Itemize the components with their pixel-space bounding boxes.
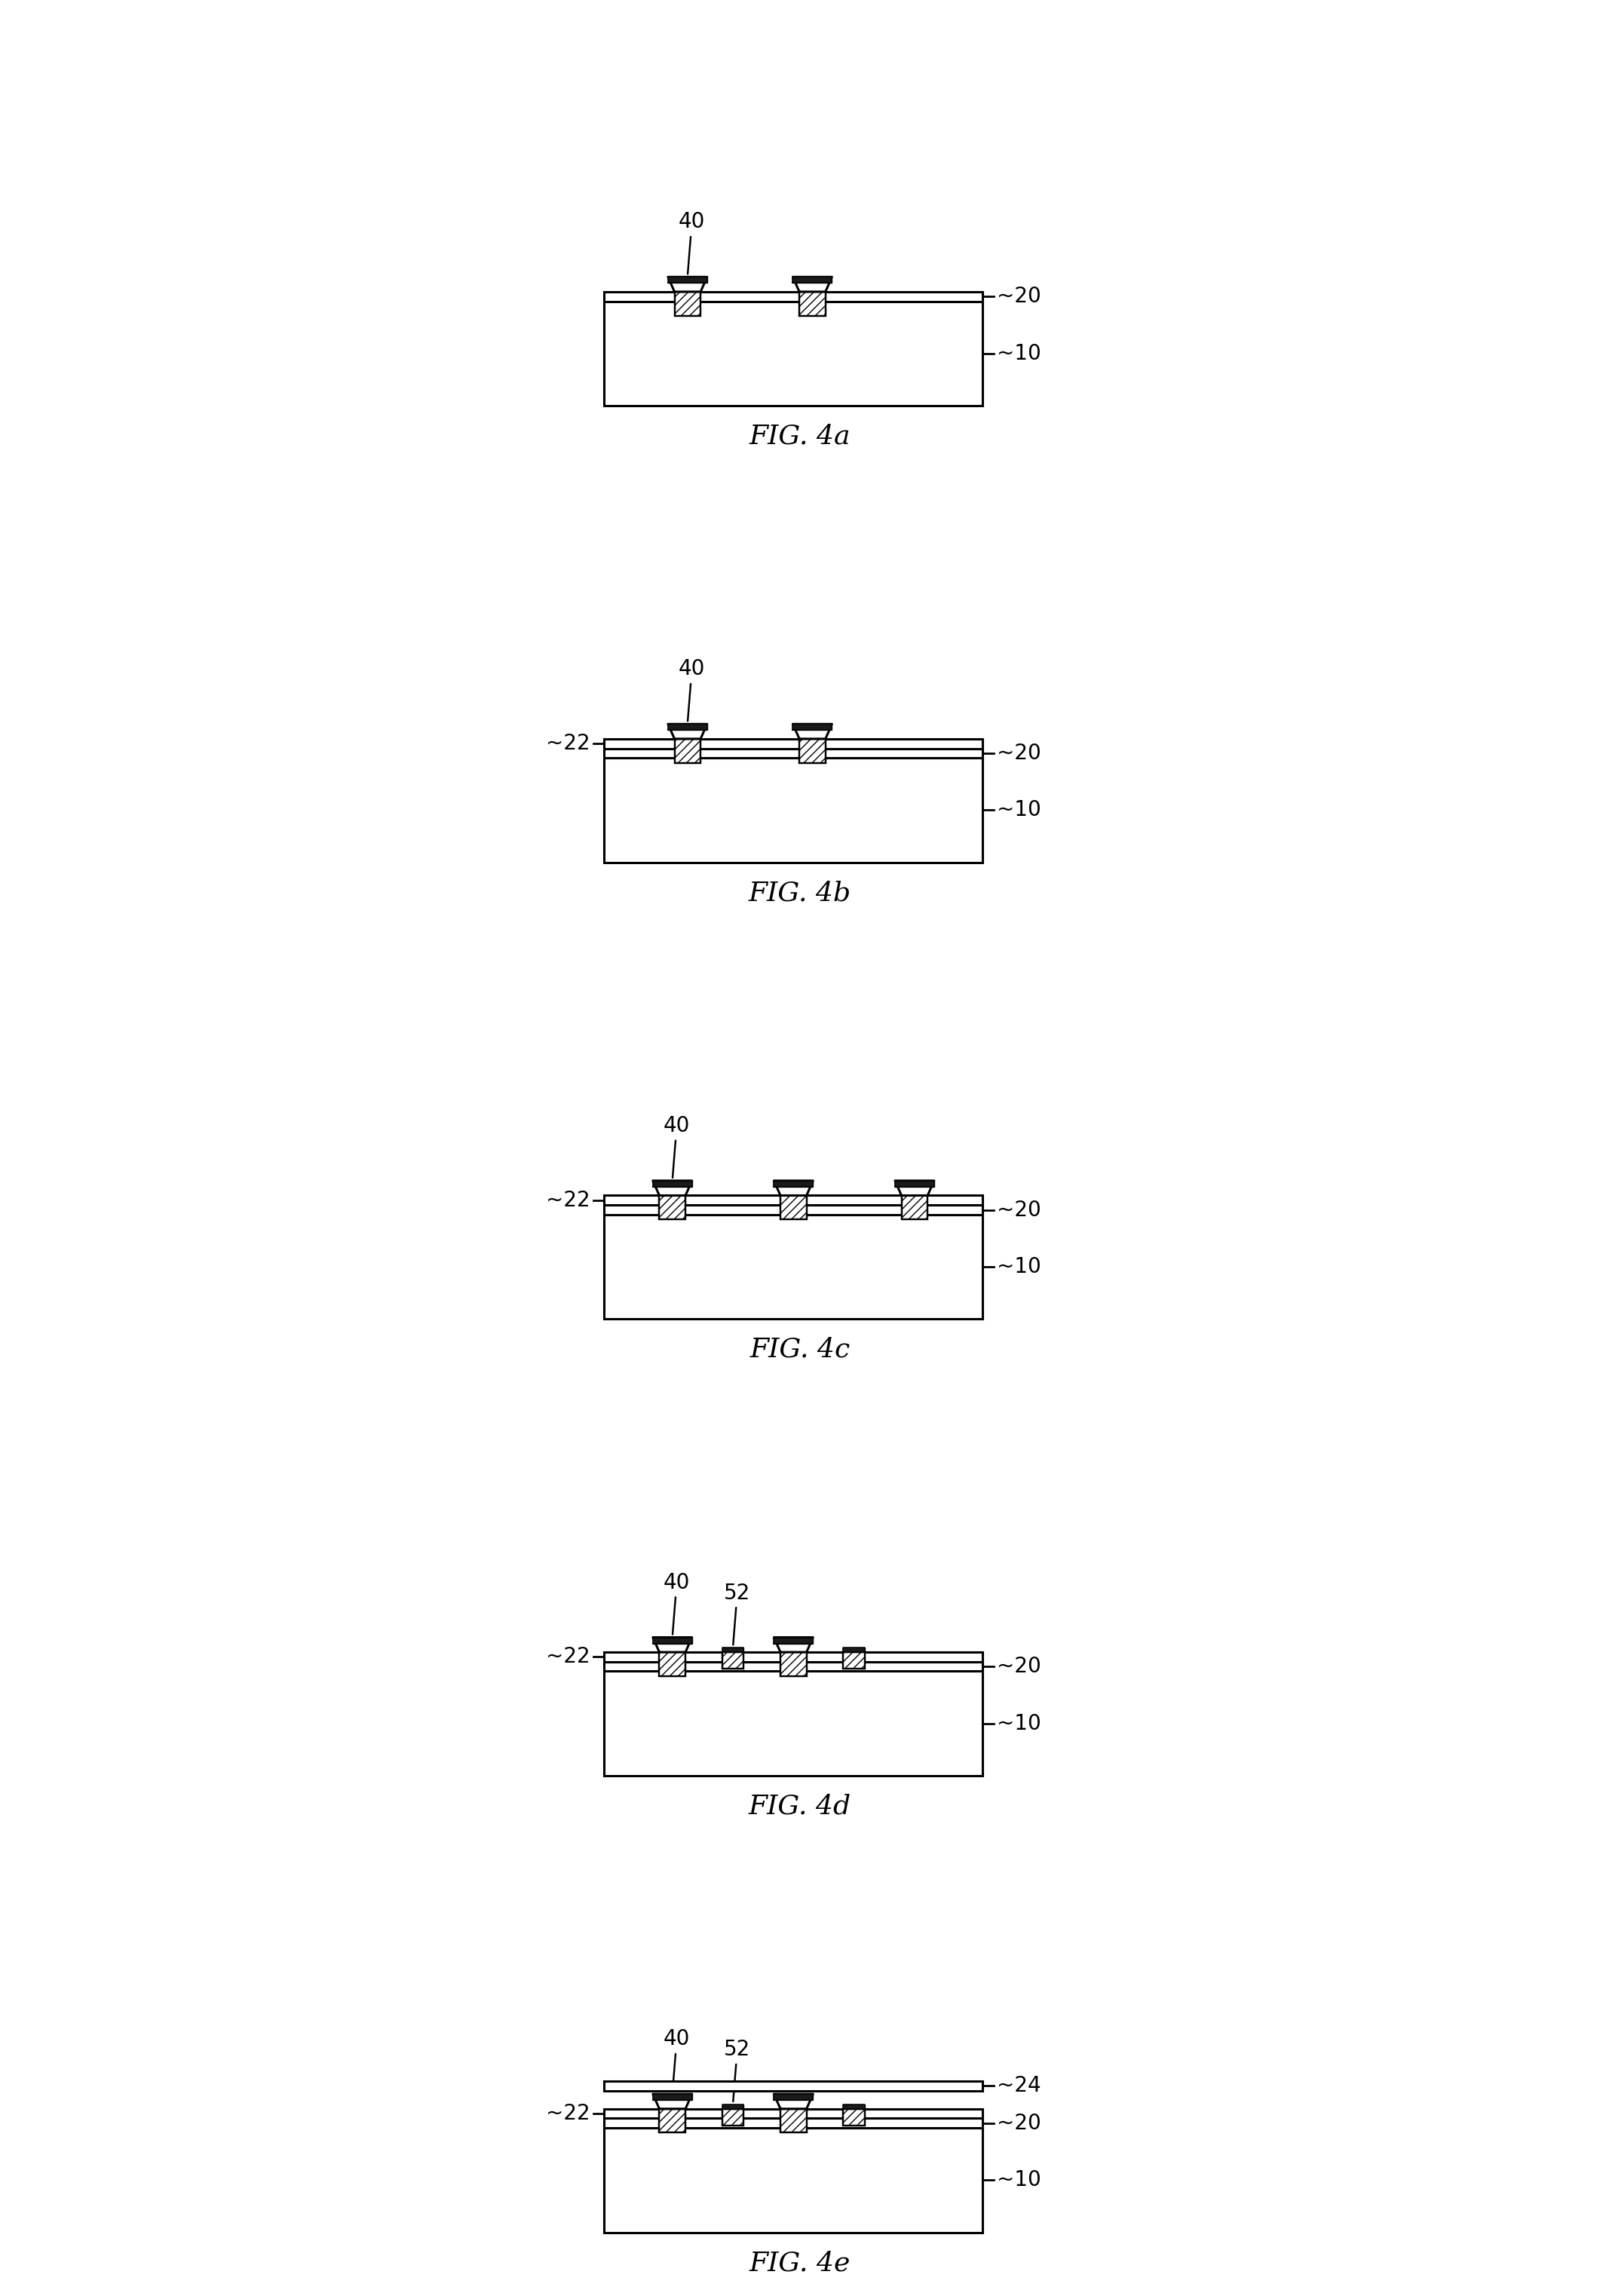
Text: ~22: ~22 (546, 2103, 590, 2124)
Text: FIG. 4b: FIG. 4b (749, 879, 851, 907)
Bar (675, 739, 701, 762)
Text: 40: 40 (678, 211, 706, 273)
Bar (781, 1196, 806, 1219)
Bar (781, 1653, 806, 1676)
Bar (605, 292, 982, 301)
Bar (781, 2108, 806, 2133)
Text: ~20: ~20 (997, 742, 1042, 765)
Polygon shape (774, 1637, 813, 1653)
Polygon shape (722, 1649, 744, 1653)
Polygon shape (653, 2094, 691, 2101)
Text: FIG. 4a: FIG. 4a (749, 422, 851, 450)
Polygon shape (667, 723, 707, 730)
Text: 40: 40 (664, 2030, 690, 2092)
Polygon shape (774, 1180, 813, 1187)
Text: FIG. 4c: FIG. 4c (750, 1336, 850, 1362)
Text: ~10: ~10 (997, 1256, 1042, 1277)
Text: ~22: ~22 (546, 1189, 590, 1210)
Bar (605, 1671, 982, 1775)
Text: 40: 40 (664, 1116, 690, 1178)
Text: ~10: ~10 (997, 799, 1042, 820)
Bar (605, 1653, 982, 1662)
Polygon shape (653, 1180, 691, 1187)
Bar (659, 1653, 685, 1676)
Bar (800, 739, 826, 762)
Text: 52: 52 (723, 2039, 750, 2101)
Bar (605, 2080, 982, 2092)
Polygon shape (667, 278, 707, 282)
Text: ~10: ~10 (997, 2170, 1042, 2190)
Polygon shape (774, 1637, 813, 1644)
Text: ~20: ~20 (997, 287, 1042, 308)
Bar (605, 2119, 982, 2128)
Polygon shape (794, 278, 832, 282)
Bar (605, 1196, 982, 1205)
Bar (605, 758, 982, 863)
Text: 40: 40 (678, 659, 706, 721)
Bar (605, 748, 982, 758)
Text: ~22: ~22 (546, 1646, 590, 1667)
Text: FIG. 4d: FIG. 4d (749, 1793, 851, 1818)
Polygon shape (794, 723, 832, 730)
Text: ~20: ~20 (997, 1655, 1042, 1676)
Text: ~20: ~20 (997, 1199, 1042, 1221)
Text: ~10: ~10 (997, 1713, 1042, 1733)
Bar (843, 1653, 866, 1669)
Polygon shape (843, 1649, 866, 1653)
Bar (901, 1196, 928, 1219)
Polygon shape (653, 1180, 691, 1196)
Polygon shape (653, 1637, 691, 1644)
Bar (605, 739, 982, 748)
Text: ~20: ~20 (997, 2112, 1042, 2133)
Bar (722, 2108, 744, 2126)
Bar (605, 2128, 982, 2232)
Text: ~24: ~24 (997, 2076, 1042, 2096)
Polygon shape (774, 2094, 813, 2101)
Polygon shape (774, 1180, 813, 1196)
Bar (675, 292, 701, 315)
Polygon shape (894, 1180, 934, 1196)
Polygon shape (794, 278, 832, 292)
Text: 52: 52 (723, 1582, 750, 1644)
Polygon shape (794, 723, 832, 739)
Bar (605, 1205, 982, 1215)
Polygon shape (667, 723, 707, 739)
Text: FIG. 4e: FIG. 4e (749, 2250, 851, 2275)
Bar (605, 301, 982, 406)
Polygon shape (722, 2105, 744, 2108)
Text: 40: 40 (664, 1573, 690, 1635)
Polygon shape (843, 2105, 866, 2108)
Polygon shape (774, 2094, 813, 2108)
Bar (605, 1662, 982, 1671)
Bar (800, 292, 826, 315)
Bar (659, 1196, 685, 1219)
Text: ~22: ~22 (546, 732, 590, 753)
Text: ~10: ~10 (997, 342, 1042, 365)
Polygon shape (667, 278, 707, 292)
Polygon shape (653, 1637, 691, 1653)
Polygon shape (653, 2094, 691, 2108)
Bar (843, 2108, 866, 2126)
Polygon shape (894, 1180, 934, 1187)
Bar (722, 1653, 744, 1669)
Bar (605, 2108, 982, 2119)
Bar (605, 1215, 982, 1318)
Bar (659, 2108, 685, 2133)
